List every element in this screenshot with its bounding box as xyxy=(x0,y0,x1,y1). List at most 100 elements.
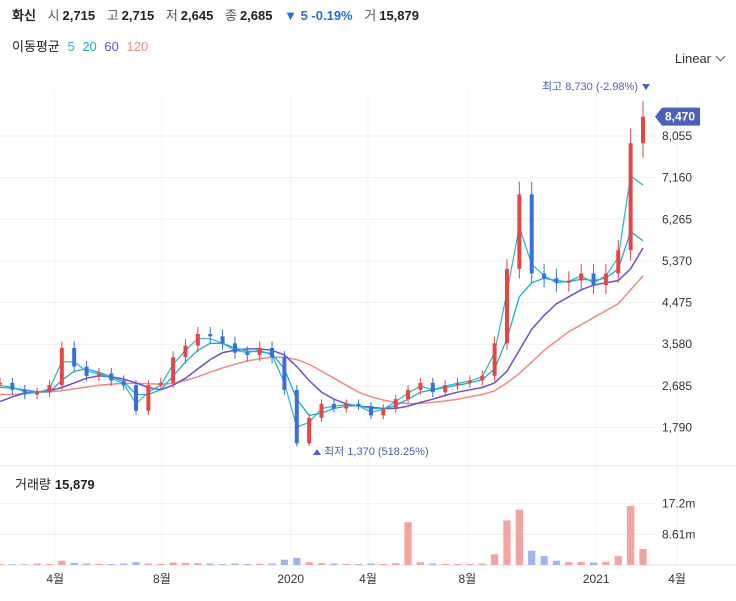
volume-bar xyxy=(58,560,66,565)
moving-averages xyxy=(0,174,644,428)
candle-body xyxy=(171,357,176,383)
candle-body xyxy=(270,347,275,358)
candle-body xyxy=(257,347,262,355)
candle-body xyxy=(121,380,126,386)
change-value: ▼ 5 -0.19% xyxy=(284,8,353,23)
volume-bar xyxy=(317,563,326,565)
volume-bar xyxy=(293,557,301,565)
scale-select[interactable]: Linear xyxy=(674,51,726,66)
candle-body xyxy=(208,334,213,337)
ma-legend-5[interactable]: 5 xyxy=(67,39,75,54)
volume-bar xyxy=(231,563,239,565)
y-tick-label: 1,790 xyxy=(662,421,692,435)
x-axis-ticks: 4월 8월 2020 4월 8월 2021 4월 xyxy=(46,572,686,586)
ma-legend-60[interactable]: 60 xyxy=(104,39,119,54)
candle-body xyxy=(319,403,324,418)
volume-label: 거 xyxy=(364,8,377,23)
volume-bar xyxy=(132,562,140,565)
last-price-tag xyxy=(655,107,700,126)
candle-body xyxy=(393,399,398,409)
volume-panel-title: 거래량 15,879 xyxy=(15,474,95,493)
candle-body xyxy=(195,334,200,346)
volume-bar xyxy=(169,562,177,565)
high-marker-icon xyxy=(642,84,650,90)
candle-body xyxy=(628,143,633,251)
candle-body xyxy=(529,194,534,274)
x-tick-label: 8월 xyxy=(459,572,477,586)
volume-tick-label: 8.61m xyxy=(662,527,695,541)
volume-bar xyxy=(120,563,128,565)
volume-bar xyxy=(515,509,523,565)
candle-body xyxy=(517,194,522,269)
close-label: 종 xyxy=(224,8,237,23)
volume-bar xyxy=(626,506,635,565)
candle-body xyxy=(331,403,336,409)
x-tick-label: 4월 xyxy=(668,572,686,586)
ma-legend-120[interactable]: 120 xyxy=(126,39,149,54)
scale-label: Linear xyxy=(674,51,711,66)
volume-bar xyxy=(552,560,561,565)
candle-body xyxy=(22,389,27,395)
high-annotation: 최고 8,730 (-2.98%) xyxy=(542,80,638,93)
low-marker-icon xyxy=(313,449,321,455)
ma-legend: 이동평균 5 20 60 120 xyxy=(12,36,152,55)
volume-bar xyxy=(528,550,536,565)
candle-body xyxy=(47,385,52,393)
volume-bar xyxy=(206,563,214,565)
candle-body xyxy=(504,268,509,344)
candle-body xyxy=(96,373,101,376)
volume-bar xyxy=(342,563,350,565)
candle-body xyxy=(579,273,584,281)
close-value: 2,685 xyxy=(239,8,273,23)
volume-tick-label: 17.2m xyxy=(662,497,695,511)
high-label: 고 xyxy=(106,8,119,23)
volume-bar xyxy=(404,522,412,565)
volume-axis-ticks: 8.61m 17.2m xyxy=(662,497,695,542)
volume-bars xyxy=(0,506,647,565)
volume-bar xyxy=(194,563,202,565)
volume-bar xyxy=(181,562,190,565)
open-value: 2,715 xyxy=(62,8,96,23)
x-tick-label: 8월 xyxy=(153,572,171,586)
y-tick-label: 3,580 xyxy=(662,337,692,351)
candle-body xyxy=(158,382,163,386)
volume-bar xyxy=(70,562,78,565)
volume-bar xyxy=(82,563,91,565)
candle-body xyxy=(368,406,373,416)
candle-body xyxy=(245,352,250,355)
volume-bar xyxy=(0,563,4,565)
volume-bar xyxy=(379,563,387,565)
x-tick-label: 4월 xyxy=(359,572,377,586)
candle-body xyxy=(542,273,547,279)
candle-body xyxy=(356,403,361,407)
y-tick-label: 6,265 xyxy=(662,212,692,226)
volume-bar xyxy=(565,562,573,565)
candle-body xyxy=(418,382,423,390)
quote-header: 화신 시 2,715 고 2,715 저 2,645 종 2,685 ▼ 5 -0.19… xyxy=(12,5,427,23)
volume-bar xyxy=(268,563,276,565)
candle-body xyxy=(467,380,472,383)
candle-body xyxy=(480,375,485,381)
x-tick-label: 4월 xyxy=(46,572,64,586)
candle-body xyxy=(430,382,435,393)
candle-body xyxy=(10,382,15,390)
x-tick-label: 2021 xyxy=(583,572,610,586)
volume-bar xyxy=(21,564,29,565)
candle-body xyxy=(35,392,40,395)
volume-bar xyxy=(218,563,227,565)
volume-bar xyxy=(614,556,622,565)
ma-line-ma5 xyxy=(0,174,644,428)
ma-legend-20[interactable]: 20 xyxy=(82,39,97,54)
volume-bar xyxy=(466,563,474,565)
y-tick-label: 5,370 xyxy=(662,254,692,268)
y-axis-ticks: 1,790 2,685 3,580 4,475 5,370 6,265 7,160 8,055 xyxy=(662,129,692,435)
y-tick-label: 8,055 xyxy=(662,129,692,143)
volume-bar xyxy=(577,561,585,565)
candle-body xyxy=(294,389,299,444)
volume-bar xyxy=(478,563,486,565)
candle-body xyxy=(443,385,448,393)
volume-bar xyxy=(540,556,548,565)
candle-body xyxy=(307,417,312,444)
volume-bar xyxy=(107,563,115,565)
